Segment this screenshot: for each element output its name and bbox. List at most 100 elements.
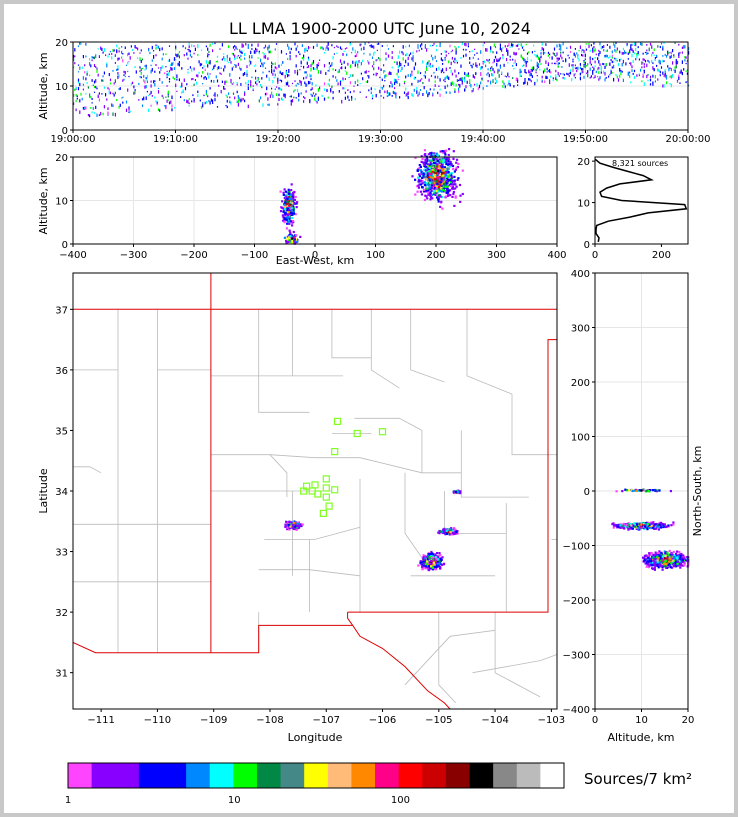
time-height-source — [599, 42, 601, 46]
ew-altitude-source — [440, 175, 443, 178]
time-height-source — [552, 77, 554, 80]
ew-altitude-source — [432, 190, 435, 193]
plan-source — [449, 528, 452, 531]
time-height-source — [284, 93, 286, 97]
ew-altitude-ylabel: Altitude, km — [37, 167, 50, 234]
time-height-source — [518, 43, 520, 46]
time-height-source — [583, 49, 585, 54]
time-height-source — [433, 88, 435, 91]
time-height-source — [521, 45, 524, 49]
ew-altitude-source — [445, 191, 448, 195]
ew-altitude-source — [450, 175, 453, 178]
ew-altitude-source — [289, 196, 292, 199]
time-height-source — [354, 64, 356, 67]
time-height-source — [213, 80, 215, 83]
ew-altitude-source — [428, 159, 431, 162]
time-height-source — [310, 93, 312, 96]
time-height-source — [482, 44, 484, 47]
time-height-source — [203, 65, 205, 68]
plan-view-panel: −111 −110 −109 −108 −107 −106 −105 −104 −1033132… — [37, 272, 565, 744]
time-height-source — [154, 80, 156, 82]
time-height-source — [320, 70, 322, 74]
time-height-source — [359, 44, 361, 47]
ew-altitude-source — [419, 165, 422, 168]
plan-source — [419, 561, 422, 564]
time-height-source — [298, 51, 300, 54]
time-height-source — [405, 87, 407, 91]
ew-altitude-source — [456, 165, 459, 169]
time-height-source — [267, 103, 269, 106]
time-height-source — [389, 85, 391, 88]
time-height-source — [216, 55, 219, 58]
time-height-source — [103, 105, 105, 109]
time-height-source — [154, 70, 156, 73]
plan-source — [295, 523, 299, 526]
ew-altitude-source — [443, 159, 446, 162]
time-height-source — [492, 68, 494, 72]
time-height-source — [402, 57, 404, 61]
station-marker — [331, 448, 339, 456]
ew-altitude-source — [425, 158, 428, 161]
time-height-source — [100, 111, 102, 116]
time-height-source — [303, 57, 305, 61]
ns-altitude-source — [637, 526, 640, 529]
time-height-source — [272, 80, 274, 84]
time-height-source — [670, 68, 672, 72]
time-height-source — [178, 78, 180, 82]
ew-altitude-source — [445, 181, 448, 184]
time-height-source — [646, 49, 648, 52]
time-height-source — [205, 101, 207, 104]
time-height-source — [307, 65, 310, 68]
time-height-source — [589, 60, 591, 64]
ew-altitude-source — [290, 205, 293, 208]
time-height-source — [605, 63, 607, 67]
time-height-source — [426, 48, 428, 52]
time-height-source — [455, 74, 457, 78]
state-border — [347, 339, 557, 613]
ew-altitude-source — [447, 157, 450, 160]
time-height-source — [317, 64, 319, 67]
time-height-source — [188, 98, 190, 101]
time-height-source — [659, 62, 661, 65]
ns-altitude-source — [647, 560, 650, 563]
plan-y-tick-label: 36 — [55, 366, 68, 377]
time-height-source — [566, 47, 568, 50]
time-height-source — [164, 72, 166, 75]
time-height-source — [135, 47, 137, 49]
ew-altitude-x-tick-label: 0 — [312, 250, 318, 261]
time-height-source — [114, 79, 116, 83]
time-height-source — [502, 80, 504, 84]
time-height-source — [387, 48, 390, 50]
time-height-source — [480, 50, 482, 54]
time-height-source — [212, 101, 214, 105]
ew-altitude-source — [417, 176, 420, 179]
time-height-source — [432, 94, 434, 97]
time-height-source — [337, 82, 339, 86]
time-height-source — [208, 100, 210, 102]
time-height-source — [277, 103, 279, 106]
plan-source — [434, 568, 437, 571]
ew-altitude-source — [428, 186, 431, 189]
ew-altitude-source — [434, 193, 437, 196]
ew-altitude-source — [437, 196, 440, 199]
time-height-source — [133, 52, 135, 54]
time-height-source — [380, 68, 382, 71]
time-height-source — [167, 72, 169, 76]
time-height-source — [413, 76, 415, 79]
time-height-source — [187, 100, 189, 104]
time-height-source — [461, 42, 463, 46]
time-height-source — [644, 51, 647, 54]
time-height-source — [465, 48, 467, 51]
time-height-source — [296, 45, 299, 48]
time-height-source — [328, 62, 330, 65]
ew-altitude-source — [420, 170, 423, 173]
time-height-source — [533, 66, 535, 71]
ns-altitude-source — [669, 553, 672, 556]
time-height-source — [92, 56, 94, 59]
ns-altitude-source — [631, 527, 634, 530]
time-height-source — [670, 54, 672, 59]
time-height-source — [317, 70, 319, 74]
time-height-source — [216, 94, 219, 97]
plan-source — [439, 567, 442, 570]
ew-altitude-source — [435, 152, 438, 155]
